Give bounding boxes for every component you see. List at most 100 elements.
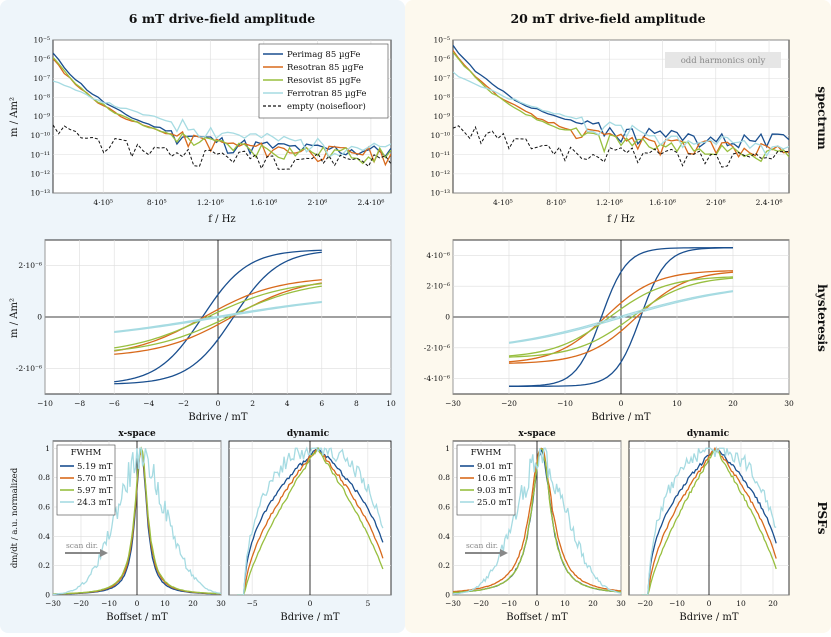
series-perimag-ascending [114, 251, 322, 385]
y-tick-label: 10⁻⁵ [33, 36, 50, 45]
scan-dir-label-right: scan dir. [466, 541, 498, 550]
y-tick-label: 0.2 [38, 561, 50, 570]
x-tick-label: −20 [637, 599, 653, 608]
psf-right-dynamic-chart: −20 −10 0 10 20 Bdrive / mT [628, 440, 790, 623]
series-perimag-descending [114, 249, 322, 383]
series-resotran-descending [114, 279, 322, 352]
y-tick-label: 0.6 [438, 503, 450, 512]
series-ferrotran-descending [114, 300, 322, 333]
y-tick-label: 0 [37, 313, 42, 322]
series-ferrotran [641, 445, 777, 595]
spectrum-left-xlabel: f / Hz [208, 214, 235, 225]
scan-dir-label-left: scan dir. [66, 541, 98, 550]
y-tick-label: 0.8 [38, 473, 50, 482]
y-tick-label: 0 [445, 591, 450, 600]
x-tick-label: 10 [560, 599, 570, 608]
x-tick-label: 5 [365, 599, 370, 608]
series-resotran [453, 447, 621, 593]
x-tick-label: −2 [178, 399, 189, 408]
y-tick-label: 10⁻¹¹ [30, 150, 50, 159]
series-resovist [53, 446, 221, 595]
psf-left-dynamic-xlabel: Bdrive / mT [280, 612, 340, 623]
x-tick-label: 0 [535, 599, 540, 608]
x-tick-label: 0 [308, 599, 313, 608]
x-tick-label: 30 [216, 599, 226, 608]
psf-right-xspace-xlabel: Boffset / mT [506, 612, 568, 623]
y-tick-label: 0 [45, 591, 50, 600]
x-tick-label: 1.6·10⁶ [250, 198, 277, 207]
series-resotran-ascending [114, 282, 322, 355]
series-resovist [53, 56, 391, 165]
psf-left-xspace-chart: 1 0.8 0.6 0.4 0.2 0 −30 −20 −10 0 10 20 30 FWHM 5.1… [10, 440, 226, 623]
series-resotran-descending [508, 270, 734, 363]
x-tick-label: 10 [736, 599, 746, 608]
y-tick-label: 10⁻⁹ [433, 112, 450, 121]
fwhm-left-3: 24.3 mT [77, 498, 113, 508]
fwhm-left-1: 5.70 mT [77, 474, 113, 484]
x-tick-label: 0 [619, 399, 624, 408]
y-tick-label: 0.6 [38, 503, 50, 512]
series-resotran [641, 446, 777, 595]
row-label-psfs: PSFs [815, 502, 829, 535]
x-tick-label: 10 [160, 599, 170, 608]
x-tick-label: −10 [37, 399, 53, 408]
x-tick-label: 20 [188, 599, 198, 608]
spectrum-left-chart: 10⁻⁵ 10⁻⁶ 10⁻⁷ 10⁻⁸ 10⁻⁹ 10⁻¹⁰ 10⁻¹¹ 10⁻¹² 10⁻¹³… [9, 36, 392, 225]
hysteresis-left-xlabel: Bdrive / mT [188, 412, 248, 423]
legend-perimag: Perimag 85 µgFe [287, 50, 360, 60]
series-perimag-ascending [509, 247, 734, 387]
x-tick-label: −20 [501, 399, 517, 408]
series-empty [453, 125, 789, 168]
series-ferrotran [453, 447, 621, 595]
hysteresis-left-chart: 2·10⁻⁶ 0 -2·10⁻⁶ −10 −8 −6 −4 −2 0 2 4 6 8 10 Bdrive… [9, 239, 396, 423]
fwhm-right-0: 9.01 mT [477, 462, 513, 472]
series-resotran-ascending [508, 271, 734, 364]
psf-right-xspace-chart: 1 0.8 0.6 0.4 0.2 0 −30 −20 −10 0 10 20 30 FWHM 9.0… [438, 440, 626, 623]
row-label-hysteresis: hysteresis [815, 284, 829, 352]
series-empty [53, 124, 391, 170]
hysteresis-right-xlabel: Bdrive / mT [591, 412, 651, 423]
series-ferrotran-ascending [508, 290, 734, 344]
x-tick-label: 6 [319, 399, 324, 408]
x-tick-label: 30 [784, 399, 794, 408]
psf-left-dynamic-title: dynamic [287, 429, 330, 439]
y-tick-label: 0.4 [38, 532, 50, 541]
legend-resotran: Resotran 85 µgFe [287, 63, 364, 73]
x-tick-label: −10 [669, 599, 685, 608]
x-tick-label: 8 [354, 399, 359, 408]
series-resovist [237, 446, 384, 595]
y-tick-label: 10⁻⁹ [33, 112, 50, 121]
x-tick-label: 1.6·10⁶ [649, 198, 676, 207]
x-tick-label: −20 [73, 599, 89, 608]
x-tick-label: −10 [101, 599, 117, 608]
series-ferrotran [53, 447, 221, 595]
y-tick-label: 10⁻⁸ [433, 93, 450, 102]
y-tick-label: 2·10⁻⁶ [426, 282, 450, 291]
series-resovist-descending [508, 276, 734, 357]
fwhm-right-2: 9.03 mT [477, 486, 513, 496]
psf-left-xspace-title: x-space [118, 429, 156, 439]
y-tick-label: 10⁻¹³ [30, 189, 50, 198]
series-resovist-ascending [508, 277, 734, 358]
x-tick-label: 20 [768, 599, 778, 608]
spectrum-right-xlabel: f / Hz [607, 214, 634, 225]
y-tick-label: 0.4 [438, 532, 450, 541]
y-tick-label: -2·10⁻⁶ [424, 343, 450, 352]
odd-harmonics-box [665, 52, 781, 68]
x-tick-label: 20 [588, 599, 598, 608]
legend-ferrotran: Ferrotran 85 µgFe [287, 89, 366, 99]
spectrum-left-ylabel: m / Am² [9, 97, 20, 137]
spectrum-right-chart: 10⁻⁵ 10⁻⁶ 10⁻⁷ 10⁻⁸ 10⁻⁹ 10⁻¹⁰ 10⁻¹¹ 10⁻¹² 10⁻¹³… [430, 36, 790, 225]
x-tick-label: 0 [135, 599, 140, 608]
y-tick-label: 10⁻⁷ [433, 74, 450, 83]
series-perimag-descending [508, 247, 733, 387]
y-tick-label: 4·10⁻⁶ [426, 251, 450, 260]
fwhm-left-0: 5.19 mT [77, 462, 113, 472]
series-resotran [237, 448, 384, 595]
fwhm-right-1: 10.6 mT [477, 474, 513, 484]
x-tick-label: −10 [557, 399, 573, 408]
x-tick-label: 30 [616, 599, 626, 608]
spectrum-legend: Perimag 85 µgFe Resotran 85 µgFe Resovis… [258, 43, 389, 119]
x-tick-label: −4 [143, 399, 154, 408]
series-resovist [641, 449, 777, 595]
